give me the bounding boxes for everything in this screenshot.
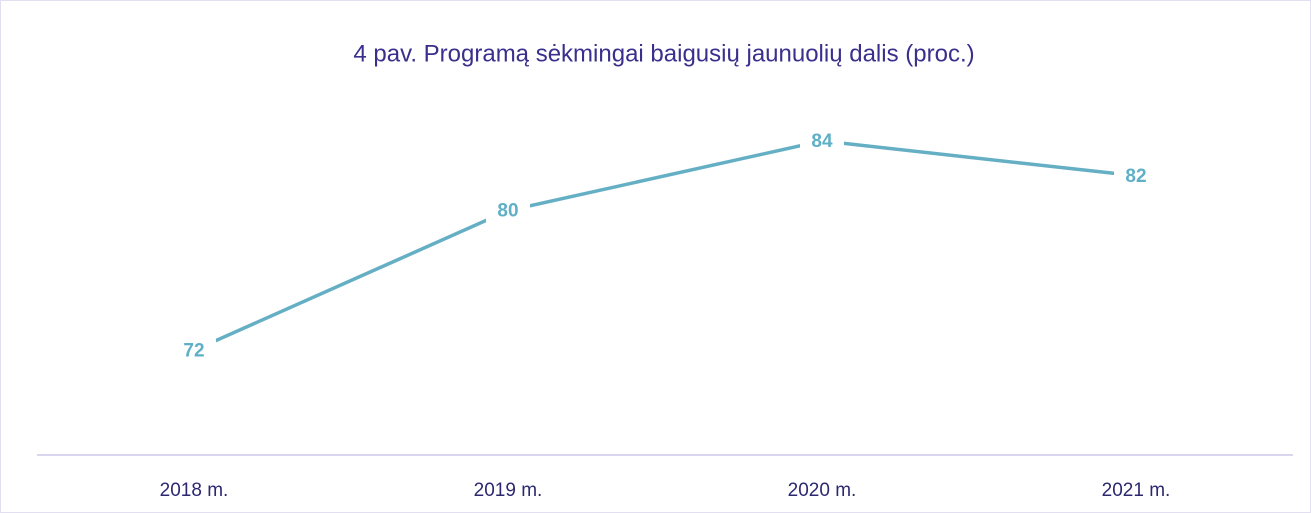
data-label: 80 — [497, 201, 518, 222]
chart-title: 4 pav. Programą sėkmingai baigusių jaunu… — [353, 40, 974, 67]
x-tick-label: 2019 m. — [474, 480, 543, 501]
data-line — [193, 139, 1137, 352]
data-label: 84 — [811, 131, 833, 152]
x-tick-label: 2021 m. — [1102, 480, 1171, 501]
x-tick-label: 2018 m. — [160, 480, 229, 501]
label-background — [1114, 160, 1158, 191]
label-background — [800, 125, 844, 156]
x-tick-label: 2020 m. — [788, 480, 857, 501]
label-background — [486, 195, 530, 226]
data-label: 82 — [1125, 166, 1146, 187]
label-background — [172, 335, 216, 366]
data-label: 72 — [183, 340, 204, 361]
